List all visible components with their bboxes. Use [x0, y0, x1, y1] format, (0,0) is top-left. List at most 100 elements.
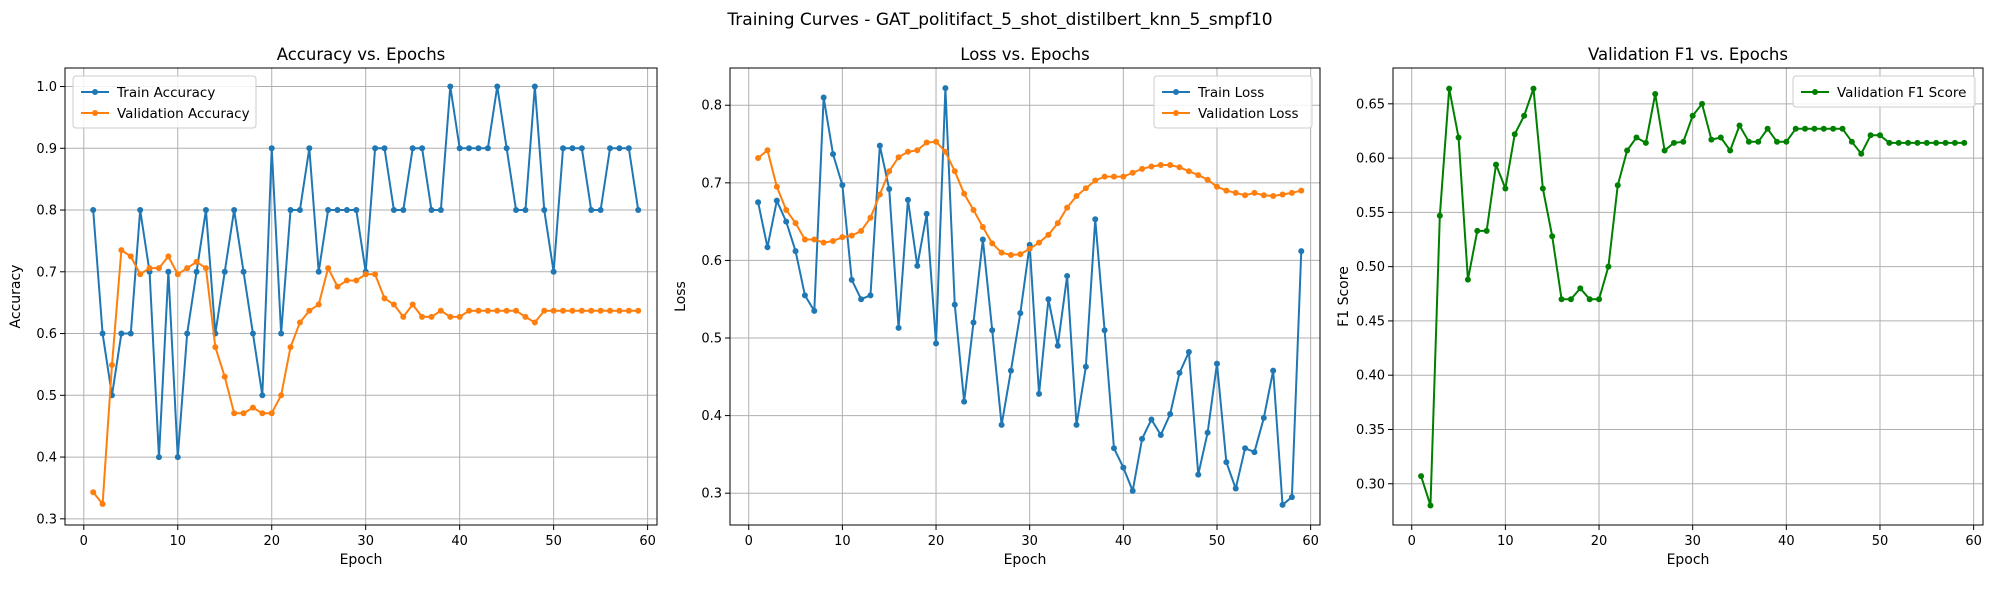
data-point [306, 145, 313, 152]
data-point [1045, 296, 1052, 303]
data-point [876, 142, 883, 149]
data-point [1120, 173, 1127, 180]
data-point [306, 307, 313, 314]
y-tick-label: 0.40 [1356, 369, 1385, 384]
data-point [1148, 416, 1155, 423]
x-tick-label: 50 [1209, 534, 1226, 549]
data-point [381, 295, 388, 302]
data-point [287, 344, 294, 351]
data-point [801, 236, 808, 243]
data-point [1204, 176, 1211, 183]
data-point [437, 207, 444, 214]
x-axis-label: Epoch [1004, 552, 1047, 568]
legend-label: Validation F1 Score [1837, 85, 1966, 101]
data-point [202, 207, 209, 214]
x-tick-label: 40 [1115, 534, 1132, 549]
data-point [362, 271, 369, 278]
data-point [1820, 125, 1827, 132]
legend-marker [92, 110, 98, 116]
data-point [578, 145, 585, 152]
data-point [839, 234, 846, 241]
data-point [409, 301, 416, 308]
data-point [1539, 185, 1546, 192]
x-tick-label: 20 [928, 534, 945, 549]
data-point [343, 277, 350, 284]
x-tick-label: 10 [1497, 534, 1514, 549]
data-point [522, 313, 529, 320]
data-point [1699, 100, 1706, 107]
data-point [961, 398, 968, 405]
legend: Train Accuracy Validation Accuracy [72, 75, 257, 129]
data-point [1242, 445, 1249, 452]
data-point [597, 307, 604, 314]
data-point [174, 454, 181, 461]
data-point [99, 501, 106, 507]
data-point [1007, 367, 1014, 374]
data-point [867, 292, 874, 299]
data-point [1270, 193, 1277, 200]
data-point [334, 283, 341, 290]
data-point [1755, 138, 1762, 145]
data-point [1736, 122, 1743, 129]
data-point [801, 292, 808, 299]
data-point [1670, 139, 1677, 146]
data-point [1036, 239, 1043, 246]
accuracy-plot: 0 10 20 30 40 50 60 0.3 0.4 0.5 0.6 0.7 0.8 0.9 1.0 Acc… [8, 45, 658, 568]
data-point [1176, 164, 1183, 171]
legend-box [1792, 75, 1976, 108]
y-tick-label: 0.45 [1356, 314, 1385, 329]
data-point [886, 186, 893, 193]
data-point [127, 253, 134, 260]
data-point [400, 313, 407, 320]
data-point [137, 207, 144, 214]
data-point [1867, 132, 1874, 139]
data-point [1176, 369, 1183, 376]
data-point [428, 207, 435, 214]
data-point [560, 307, 567, 314]
data-point [1427, 502, 1434, 509]
y-tick-label: 0.7 [36, 265, 57, 280]
data-point [513, 307, 520, 314]
data-point [1633, 134, 1640, 141]
data-point [933, 138, 940, 145]
data-point [942, 85, 949, 92]
data-point [933, 340, 940, 347]
data-point [372, 271, 379, 278]
data-point [1596, 296, 1603, 303]
f1-plot: 0 10 20 30 40 50 60 0.30 0.35 0.40 0.45 0.50 0.55 0.6… [1336, 45, 1984, 568]
data-point [1092, 177, 1099, 184]
data-point [475, 145, 482, 152]
x-tick-label: 30 [357, 534, 374, 549]
data-point [1642, 139, 1649, 146]
x-axis-label: Epoch [340, 552, 383, 568]
data-point [1195, 471, 1202, 478]
data-point [923, 139, 930, 146]
data-point [325, 207, 332, 214]
data-point [221, 373, 228, 380]
y-tick-label: 0.7 [701, 176, 722, 191]
data-point [419, 313, 426, 320]
data-point [315, 301, 322, 308]
data-point [588, 207, 595, 214]
data-point [1418, 473, 1425, 480]
series-validation-accuracy [90, 247, 642, 507]
x-tick-label: 40 [451, 534, 468, 549]
data-point [998, 421, 1005, 428]
series-validation-loss [755, 138, 1305, 258]
data-point [90, 207, 97, 214]
data-point [1213, 360, 1220, 367]
data-point [419, 145, 426, 152]
data-point [268, 145, 275, 152]
data-point [848, 232, 855, 239]
x-tick-label: 40 [1778, 534, 1795, 549]
data-point [1251, 189, 1258, 196]
data-point [792, 220, 799, 227]
data-point [193, 268, 200, 275]
data-point [1279, 501, 1286, 508]
data-point [1961, 139, 1968, 146]
data-point [1195, 172, 1202, 179]
x-tick-label: 60 [639, 534, 656, 549]
x-tick-label: 30 [1684, 534, 1701, 549]
y-tick-label: 0.5 [701, 332, 722, 347]
data-point [193, 258, 200, 265]
